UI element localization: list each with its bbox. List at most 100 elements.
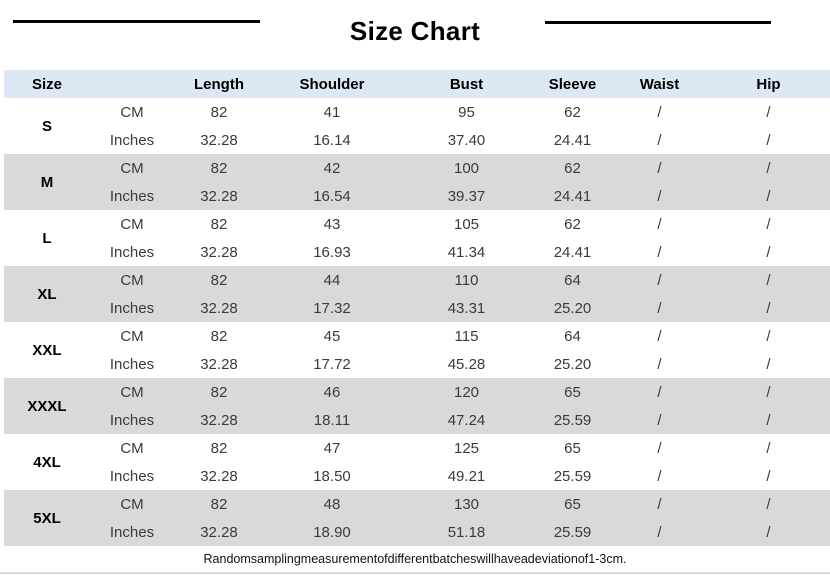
measurement-value: / <box>657 439 662 457</box>
measurement-value: 39.37 <box>447 187 486 205</box>
measurement-value: 95 <box>458 103 475 121</box>
measurement-value: 82 <box>210 271 228 289</box>
unit-label: CM <box>120 439 144 457</box>
column-header-bust: Bust <box>449 75 484 93</box>
table-row: 5XL CM 82 48 130 65 / / <box>4 490 830 527</box>
unit-label: CM <box>120 383 144 401</box>
measurement-value: 105 <box>453 215 480 233</box>
measurement-value: 43.31 <box>447 299 486 317</box>
measurement-value: 32.28 <box>200 243 238 261</box>
measurement-value: / <box>766 131 771 149</box>
size-label: XXXL <box>27 397 67 415</box>
table-row: Inches 32.28 16.14 37.40 24.41 / / <box>4 126 830 154</box>
measurement-value: 65 <box>564 495 581 513</box>
measurement-value: / <box>766 299 771 317</box>
measurement-value: / <box>766 159 771 177</box>
measurement-value: / <box>657 411 662 429</box>
measurement-value: 130 <box>453 495 480 513</box>
measurement-value: 25.59 <box>553 523 592 541</box>
measurement-value: 65 <box>564 383 581 401</box>
table-row: Inches 32.28 17.32 43.31 25.20 / / <box>4 294 830 322</box>
size-label: 5XL <box>33 509 61 527</box>
measurement-value: 41 <box>323 103 341 121</box>
measurement-value: 45 <box>323 327 341 345</box>
measurement-value: / <box>657 103 662 121</box>
measurement-value: 32.28 <box>200 523 238 541</box>
measurement-value: / <box>766 327 771 345</box>
measurement-value: 18.11 <box>313 411 351 429</box>
measurement-value: / <box>657 187 662 205</box>
unit-label: CM <box>120 215 144 233</box>
measurement-value: 32.28 <box>200 131 238 149</box>
measurement-value: 24.41 <box>553 131 592 149</box>
size-label: S <box>41 117 52 135</box>
measurement-value: 25.20 <box>553 299 592 317</box>
measurement-value: 24.41 <box>553 187 592 205</box>
measurement-value: / <box>766 271 771 289</box>
measurement-value: / <box>766 411 771 429</box>
table-header-row: Size Length Shoulder Bust Sleeve Waist H… <box>4 70 830 98</box>
measurement-value: 32.28 <box>200 299 238 317</box>
unit-label: CM <box>120 271 144 289</box>
measurement-value: / <box>657 159 662 177</box>
measurement-value: / <box>766 103 771 121</box>
measurement-value: / <box>766 495 771 513</box>
measurement-value: 125 <box>453 439 480 457</box>
measurement-value: 16.14 <box>313 131 351 149</box>
table-row: Inches 32.28 18.11 47.24 25.59 / / <box>4 406 830 434</box>
measurement-value: 37.40 <box>447 131 486 149</box>
measurement-value: 48 <box>323 495 341 513</box>
title-area: Size Chart <box>0 0 830 70</box>
column-header-hip: Hip <box>756 75 781 93</box>
unit-label: CM <box>120 159 144 177</box>
measurement-value: / <box>657 355 662 373</box>
unit-label: CM <box>120 495 144 513</box>
column-header-shoulder: Shoulder <box>299 75 365 93</box>
measurement-value: 25.59 <box>553 467 592 485</box>
measurement-value: 17.72 <box>313 355 351 373</box>
measurement-value: 62 <box>564 215 581 233</box>
measurement-value: 44 <box>323 271 341 289</box>
measurement-value: 17.32 <box>313 299 351 317</box>
measurement-value: 32.28 <box>200 355 238 373</box>
size-label: XXL <box>32 341 62 359</box>
column-header-length: Length <box>194 75 244 93</box>
size-label: 4XL <box>33 453 61 471</box>
measurement-value: / <box>657 383 662 401</box>
measurement-value: 47 <box>323 439 341 457</box>
size-chart-table: Size Length Shoulder Bust Sleeve Waist H… <box>4 70 830 546</box>
page-title: Size Chart <box>349 16 481 46</box>
measurement-value: 82 <box>210 327 228 345</box>
measurement-value: 65 <box>564 439 581 457</box>
table-row: L CM 82 43 105 62 / / <box>4 210 830 247</box>
measurement-value: 46 <box>323 383 341 401</box>
table-row: XXXL CM 82 46 120 65 / / <box>4 378 830 415</box>
measurement-value: / <box>766 523 771 541</box>
table-row: Inches 32.28 17.72 45.28 25.20 / / <box>4 350 830 378</box>
measurement-value: 64 <box>564 271 581 289</box>
measurement-value: 82 <box>210 495 228 513</box>
size-label: M <box>40 173 54 191</box>
measurement-value: 32.28 <box>200 467 238 485</box>
unit-label: CM <box>120 327 144 345</box>
unit-label: Inches <box>109 467 155 485</box>
measurement-value: / <box>657 131 662 149</box>
table-row: XXL CM 82 45 115 64 / / <box>4 322 830 359</box>
table-row: 4XL CM 82 47 125 65 / / <box>4 434 830 471</box>
measurement-value: 110 <box>454 271 479 289</box>
measurement-value: 51.18 <box>447 523 486 541</box>
measurement-value: 18.90 <box>313 523 351 541</box>
unit-label: CM <box>120 103 144 121</box>
measurement-value: / <box>657 271 662 289</box>
measurement-value: 64 <box>564 327 581 345</box>
measurement-value: / <box>766 467 771 485</box>
measurement-value: / <box>657 327 662 345</box>
measurement-value: 49.21 <box>447 467 486 485</box>
measurement-value: 82 <box>210 383 228 401</box>
measurement-value: / <box>657 243 662 261</box>
measurement-value: / <box>766 355 771 373</box>
measurement-value: / <box>657 299 662 317</box>
measurement-value: / <box>657 523 662 541</box>
column-header-size: Size <box>31 75 62 93</box>
unit-label: Inches <box>109 131 155 149</box>
